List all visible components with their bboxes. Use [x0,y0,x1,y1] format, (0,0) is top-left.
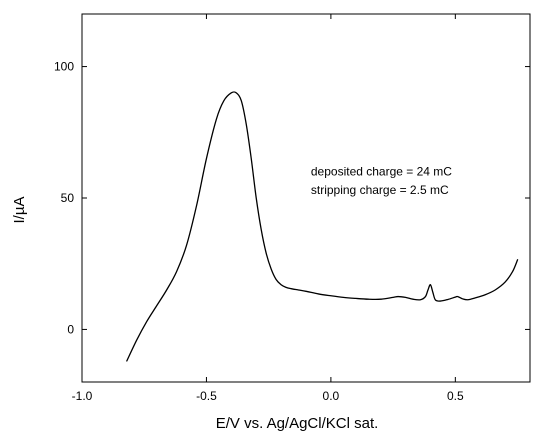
y-tick-label-0: 0 [67,322,74,336]
annotation-1: stripping charge = 2.5 mC [311,183,449,197]
series-line-0 [126,91,519,362]
y-tick-label-1: 50 [61,191,75,205]
x-tick-label-2: 0.0 [323,389,340,403]
annotation-0: deposited charge = 24 mC [311,165,452,179]
y-axis-title: I/µA [11,197,28,224]
x-axis-title: E/V vs. Ag/AgCl/KCl sat. [216,415,379,432]
y-tick-label-2: 100 [54,60,74,74]
plot-area: -1.0 -0.5 0.0 0.5 0 50 100 deposited charge = 2… [54,13,531,403]
x-tick-label-3: 0.5 [447,389,464,403]
plot-frame [81,13,531,383]
x-tick-label-0: -1.0 [72,389,93,403]
x-tick-label-1: -0.5 [196,389,217,403]
